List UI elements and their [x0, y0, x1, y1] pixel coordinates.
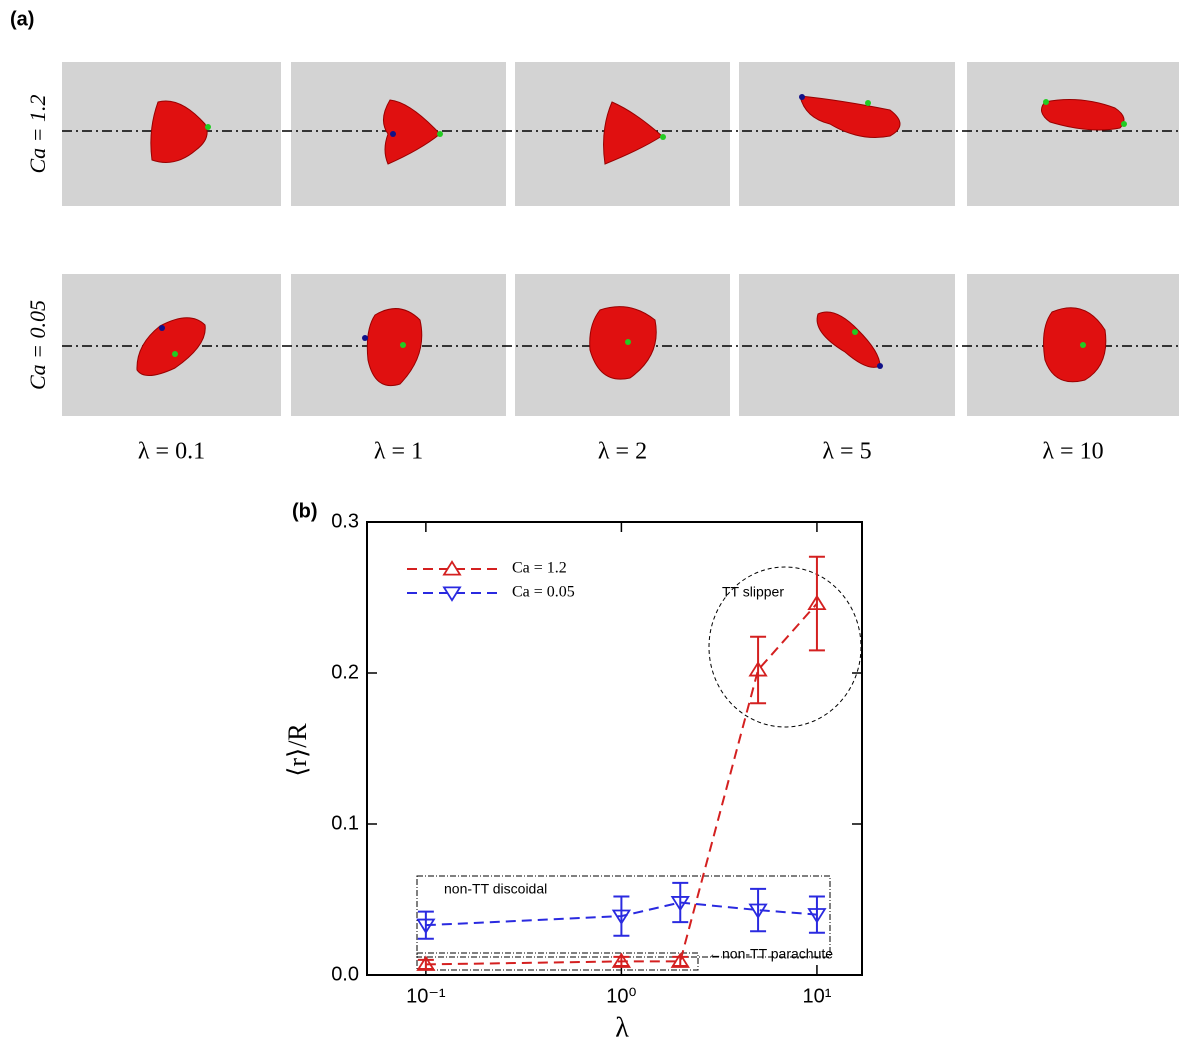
- marker-point: [865, 100, 871, 106]
- marker-point: [1121, 121, 1127, 127]
- y-tick-label: 0.2: [331, 661, 359, 683]
- column-label: λ = 2: [598, 439, 647, 465]
- marker-point: [159, 325, 165, 331]
- y-tick-label: 0.0: [331, 963, 359, 985]
- y-tick-label: 0.1: [331, 812, 359, 834]
- column-label: λ = 1: [374, 439, 423, 465]
- annotation-box: [416, 952, 699, 971]
- error-bar: [417, 958, 434, 970]
- annotation-box: [416, 875, 831, 958]
- data-point: [416, 918, 436, 935]
- x-tick-label: 10¹: [802, 985, 831, 1007]
- y-axis-label: ⟨r⟩/R: [283, 723, 312, 777]
- x-tick-label: 10⁻¹: [406, 985, 446, 1007]
- marker-point: [877, 363, 883, 369]
- annotation: non-TT discoidal: [444, 881, 547, 897]
- data-point: [611, 952, 632, 968]
- cell-shape: [1040, 99, 1125, 131]
- marker-point: [660, 134, 666, 140]
- legend-marker: [442, 586, 462, 602]
- data-point: [807, 594, 827, 611]
- column-label: λ = 5: [822, 439, 871, 465]
- marker-point: [390, 131, 396, 137]
- panel-label: (b): [292, 500, 318, 522]
- marker-point: [362, 335, 368, 341]
- data-point: [748, 903, 768, 919]
- legend-marker: [442, 560, 462, 576]
- error-bar: [750, 635, 767, 705]
- cell-shape: [136, 317, 206, 376]
- error-bar: [417, 910, 434, 940]
- data-point: [670, 952, 690, 968]
- legend-label: Ca = 1.2: [512, 560, 567, 577]
- marker-point: [1080, 342, 1086, 348]
- cell-shape: [603, 101, 663, 165]
- annotation: TT slipper: [722, 584, 784, 600]
- row-label: Ca = 1.2: [25, 94, 50, 173]
- column-label: λ = 0.1: [138, 439, 205, 465]
- error-bar: [750, 887, 767, 933]
- cell-shape: [150, 100, 208, 163]
- marker-point: [799, 94, 805, 100]
- error-bar: [808, 555, 825, 652]
- cell-shape: [1043, 307, 1107, 383]
- x-axis-label: λ: [615, 1012, 629, 1043]
- annotation: ←non-TT parachute: [708, 946, 833, 962]
- cell-shape: [366, 308, 423, 386]
- x-tick-label: 10⁰: [606, 985, 636, 1007]
- error-bar: [613, 955, 630, 967]
- data-point: [611, 909, 632, 926]
- data-point: [748, 661, 768, 677]
- cell-shape: [589, 306, 657, 380]
- plot-frame: [366, 521, 863, 976]
- snapshot-bg: [967, 62, 1179, 206]
- marker-point: [1043, 99, 1049, 105]
- cell-shape: [383, 99, 441, 165]
- legend-label: Ca = 0.05: [512, 584, 575, 601]
- panel-label: (a): [10, 8, 34, 30]
- marker-point: [172, 351, 178, 357]
- marker-point: [437, 131, 443, 137]
- series-line: [425, 602, 818, 966]
- y-tick-label: 0.3: [331, 510, 359, 532]
- error-bar: [613, 895, 630, 937]
- row-label: Ca = 0.05: [25, 300, 50, 390]
- marker-point: [852, 329, 858, 335]
- data-point: [807, 908, 827, 924]
- snapshot-bg: [739, 62, 955, 206]
- marker-point: [400, 342, 406, 348]
- data-point: [670, 896, 690, 912]
- data-point: [416, 955, 436, 971]
- panel-a: Ca = 1.2 Ca = 0.05 λ = 0.1 λ = 1 λ = 2 λ = 5 λ…: [25, 62, 1179, 465]
- error-bar: [672, 955, 689, 967]
- marker-point: [625, 339, 631, 345]
- error-bar: [672, 881, 689, 924]
- marker-point: [205, 124, 211, 130]
- chart: 10⁻¹ 10⁰ 10¹ 0.0 0.1 0.2 0.3 Ca = 1.2 Ca = 0.05: [331, 510, 862, 1007]
- cell-shape: [799, 95, 901, 138]
- column-label: λ = 10: [1042, 439, 1103, 465]
- error-bar: [808, 895, 825, 934]
